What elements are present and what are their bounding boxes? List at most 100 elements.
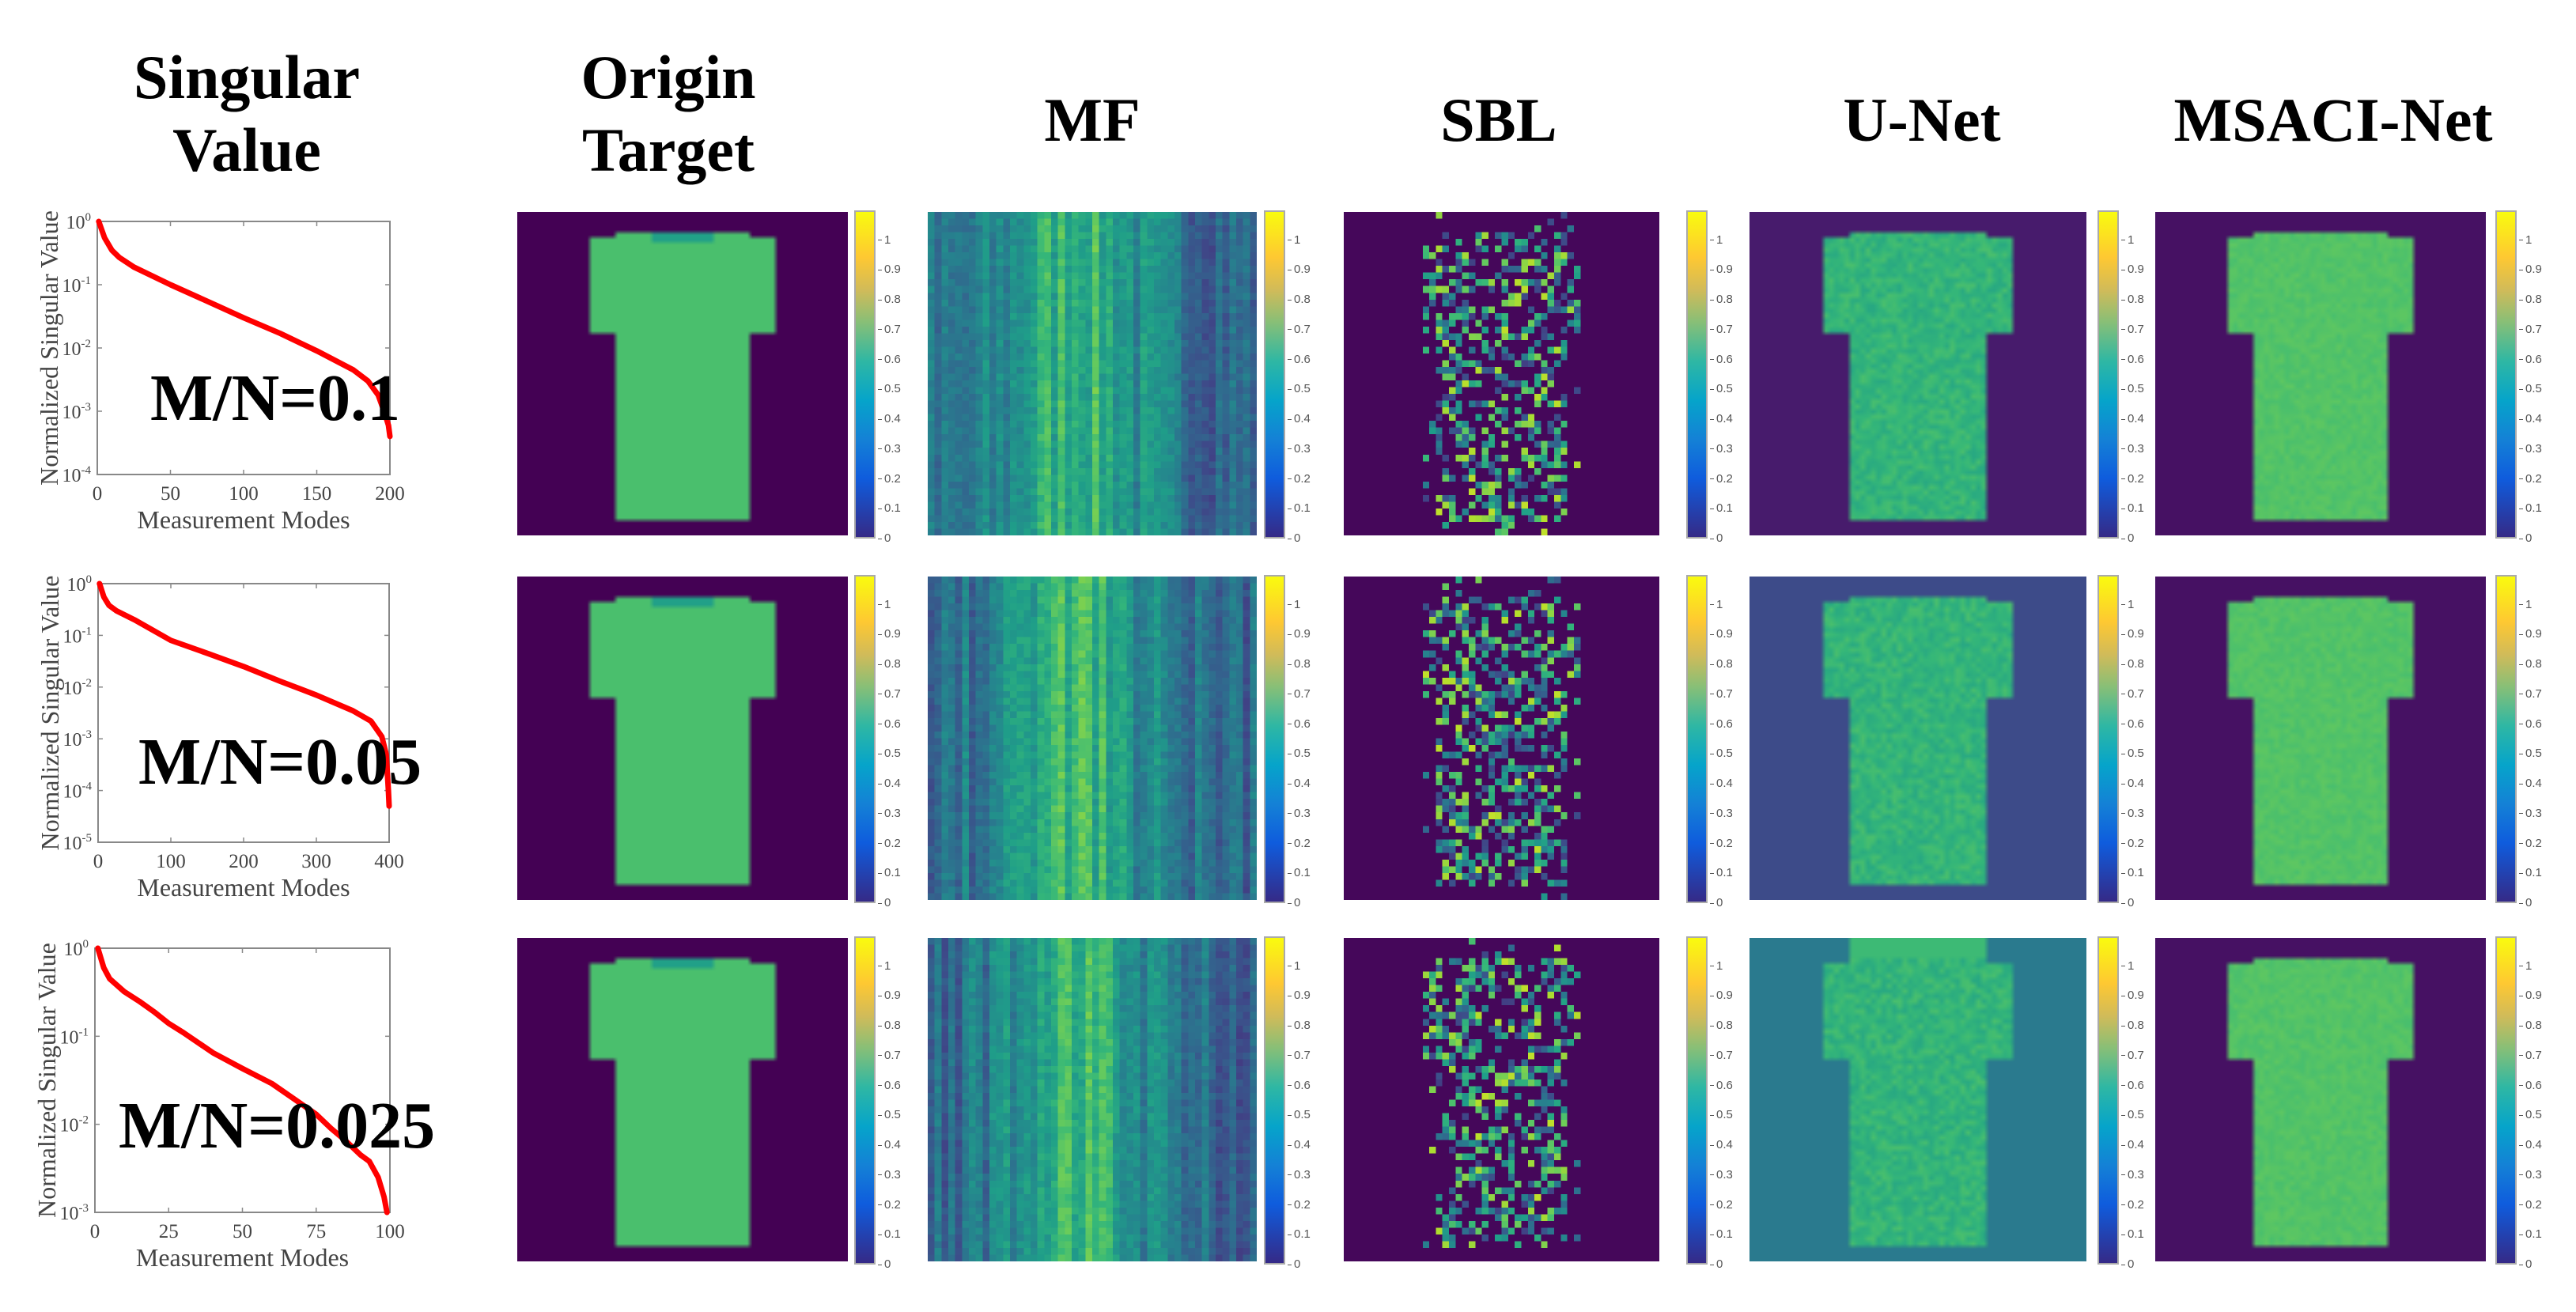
colorbar-tick-label: 0.7: [2121, 322, 2144, 336]
colorbar-tick-label: 0.9: [1710, 263, 1733, 277]
heatmap-canvas: [517, 938, 848, 1261]
colorbar-tick-label: 0.4: [2121, 777, 2144, 791]
colorbar-tick-label: 0.6: [1710, 1078, 1733, 1092]
mf-reconstruction-image: [928, 212, 1257, 535]
colorbar-tick-label: 0.2: [1710, 1197, 1733, 1212]
colorbar: [1686, 575, 1708, 903]
colorbar-tick-label: 0.8: [1288, 293, 1311, 307]
colorbar-tick-label: 0.5: [2519, 382, 2542, 396]
colorbar-tick-label: 0.5: [2121, 382, 2144, 396]
x-axis-label: Measurement Modes: [137, 505, 350, 534]
colorbar-tick-label: 0.3: [1710, 441, 1733, 456]
x-tick-label: 200: [229, 851, 259, 872]
colorbar-tick-label: 0.8: [878, 1019, 901, 1033]
colorbar-tick-label: 0.1: [1288, 866, 1311, 880]
colorbar-tick-label: 0.9: [1710, 627, 1733, 641]
x-tick-label: 100: [229, 483, 259, 505]
colorbar-tick-label: 0.8: [2121, 657, 2144, 671]
colorbar-tick-label: 0.8: [2121, 1019, 2144, 1033]
colorbar-tick-label: 0.6: [878, 1078, 901, 1092]
colorbar-tick-label: 0.5: [2121, 747, 2144, 761]
unet-reconstruction-image: [1749, 577, 2086, 900]
heatmap-canvas: [1344, 938, 1659, 1261]
colorbar-tick-label: 0: [877, 1257, 891, 1271]
header-unet: U-Net: [1843, 85, 2001, 154]
colorbar-tick-label: 0.6: [1710, 352, 1733, 366]
colorbar-tick-label: 0.8: [1710, 657, 1733, 671]
colorbar: [2495, 936, 2517, 1265]
y-tick-label: 10-1: [63, 625, 93, 647]
colorbar-tick-label: 0.9: [1288, 263, 1311, 277]
colorbar-tick-label: 0: [1709, 896, 1723, 909]
header-origin-target: Origin Target: [581, 41, 755, 187]
colorbar-tick-label: 0.9: [2519, 263, 2542, 277]
colorbar-tick-label: 0.5: [1288, 382, 1311, 396]
y-tick-label: 10-3: [60, 1202, 89, 1224]
colorbar-tick-label: 1: [1709, 233, 1723, 247]
colorbar-tick-label: 0.5: [1710, 747, 1733, 761]
colorbar-tick-label: 0.1: [1710, 1227, 1733, 1242]
colorbar: [2495, 210, 2517, 539]
colorbar-tick-label: 0.5: [1710, 1108, 1733, 1122]
colorbar: [854, 575, 876, 903]
colorbar-tick-label: 0.6: [878, 716, 901, 731]
origin-target-image: [517, 212, 848, 535]
heatmap-canvas: [1749, 577, 2086, 900]
y-axis-label: Normalized Singular Value: [36, 576, 64, 851]
colorbar-tick-label: 0: [2120, 1257, 2135, 1271]
colorbar-tick-label: 0.1: [1710, 866, 1733, 880]
colorbar-tick-label: 0.3: [2121, 441, 2144, 456]
x-tick-label: 0: [93, 483, 103, 505]
colorbar-tick-label: 0.1: [2121, 1227, 2144, 1242]
colorbar-tick-label: 0: [1709, 1257, 1723, 1271]
y-axis-label: Normalized Singular Value: [35, 210, 63, 486]
heatmap-canvas: [928, 577, 1257, 900]
heatmap-canvas: [1749, 212, 2086, 535]
colorbar-tick-label: 0.4: [878, 1138, 901, 1152]
colorbar: [1264, 936, 1285, 1265]
colorbar-tick-label: 0.1: [2121, 501, 2144, 516]
plot-axes-box: [94, 947, 391, 1213]
colorbar-tick-label: 0.4: [1710, 412, 1733, 426]
colorbar-tick-label: 0: [2518, 531, 2532, 545]
colorbar-tick-label: 0.9: [2519, 989, 2542, 1003]
colorbar-tick-label: 0.5: [2121, 1108, 2144, 1122]
colorbar-tick-label: 1: [2518, 597, 2532, 611]
colorbar-tick-label: 0.3: [1288, 441, 1311, 456]
msaci-net-reconstruction-image: [2155, 577, 2486, 900]
colorbar-tick-label: 0.3: [1710, 806, 1733, 820]
colorbar-tick-label: 1: [1709, 958, 1723, 973]
colorbar-tick-label: 0.4: [1288, 412, 1311, 426]
x-tick-label: 400: [374, 851, 404, 872]
colorbar-tick-label: 0.6: [2121, 716, 2144, 731]
sbl-reconstruction-image: [1344, 938, 1659, 1261]
colorbar-tick-label: 0.6: [1288, 1078, 1311, 1092]
colorbar-tick-label: 0.8: [878, 293, 901, 307]
y-axis-label: Normalized Singular Value: [32, 943, 61, 1218]
unet-reconstruction-image: [1749, 212, 2086, 535]
plot-axes-box: [96, 221, 391, 475]
colorbar-tick-label: 0.6: [2519, 1078, 2542, 1092]
colorbar-tick-label: 1: [877, 233, 891, 247]
colorbar-tick-label: 0.5: [1710, 382, 1733, 396]
x-tick-label: 150: [302, 483, 332, 505]
colorbar-tick-label: 0.1: [1288, 1227, 1311, 1242]
colorbar-tick-label: 0.8: [2519, 293, 2542, 307]
y-tick-label: 10-4: [63, 781, 93, 803]
colorbar-tick-label: 0.2: [1710, 836, 1733, 850]
colorbar-tick-label: 0.4: [2121, 412, 2144, 426]
origin-target-image: [517, 577, 848, 900]
colorbar-tick-label: 0.3: [878, 806, 901, 820]
y-tick-label: 100: [66, 211, 92, 233]
colorbar-tick-label: 0: [2120, 531, 2135, 545]
colorbar-tick-label: 0: [877, 531, 891, 545]
colorbar-tick-label: 0.2: [878, 1197, 901, 1212]
plot-axes-box: [97, 583, 390, 843]
colorbar-tick-label: 0.3: [1288, 1167, 1311, 1182]
colorbar-tick-label: 0: [2518, 896, 2532, 909]
colorbar-tick-label: 1: [1287, 597, 1301, 611]
colorbar-tick-label: 0.2: [2519, 836, 2542, 850]
colorbar-tick-label: 0.7: [2519, 322, 2542, 336]
colorbar-tick-label: 0.3: [2519, 441, 2542, 456]
colorbar-tick-label: 1: [877, 958, 891, 973]
